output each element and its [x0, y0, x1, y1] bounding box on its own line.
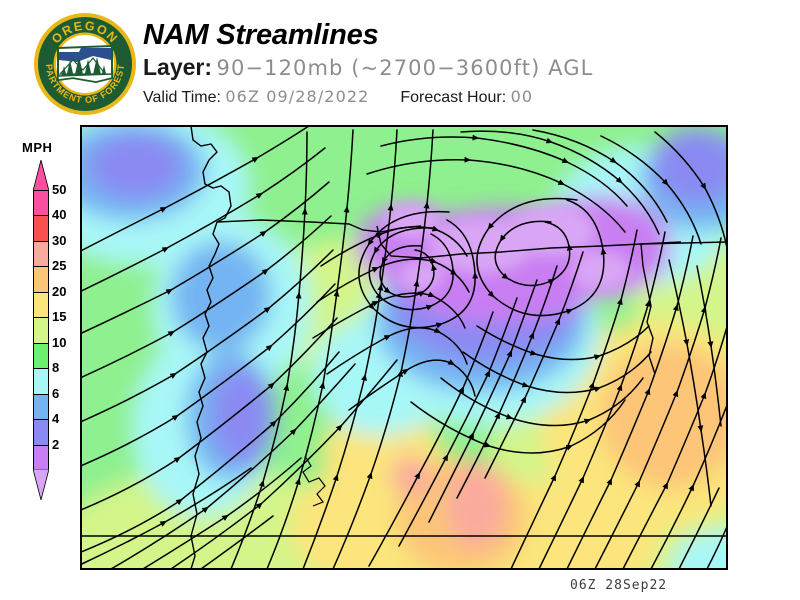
colorbar-band: [34, 318, 48, 344]
colorbar-band: [34, 369, 48, 395]
colorbar-band: [34, 394, 48, 421]
valid-time-label: Valid Time:: [143, 89, 221, 106]
colorbar-tick-label: 50: [52, 182, 67, 197]
colorbar-band: [34, 420, 48, 446]
colorbar-tick-label: 2: [52, 436, 60, 452]
streamline-map[interactable]: [80, 125, 728, 570]
colorbar-band: [34, 292, 48, 319]
colorbar-tick-label: 8: [52, 360, 60, 376]
colorbar-tick-label: 15: [52, 309, 67, 325]
colorbar-top-arrow-icon: [33, 160, 49, 191]
colorbar-tick-label: 10: [52, 334, 67, 350]
colorbar-tick-label: 4: [52, 411, 60, 427]
page-header: OREGON DEPARTMENT OF FORESTRY NAM Stream…: [0, 0, 800, 122]
colorbar-tick-label: 6: [52, 385, 60, 401]
colorbar-tick-label: 30: [52, 232, 67, 248]
colorbar-band: [34, 241, 48, 268]
map-canvas: [81, 126, 727, 569]
page-title: NAM Streamlines: [143, 19, 379, 51]
layer-value: 90−120mb (~2700−3600ft) AGL: [216, 56, 594, 80]
border-east-top: [640, 241, 727, 245]
title-block: NAM Streamlines Layer: 90−120mb (~2700−3…: [143, 18, 593, 108]
colorbar-bottom-arrow-icon: [33, 469, 49, 500]
layer-label: Layer:: [143, 54, 213, 80]
streamlines: [81, 126, 727, 569]
valid-time-value: 06Z 09/28/2022: [225, 87, 370, 106]
colorbar-band: [34, 216, 48, 242]
colorbar-tick-label: 25: [52, 258, 67, 274]
map-border: [81, 126, 727, 569]
colorbar-band: [34, 267, 48, 293]
colorbar-band: [34, 445, 48, 471]
colorbar-band: [34, 343, 48, 370]
map-timestamp-stamp: 06Z 28Sep22: [570, 578, 668, 593]
layer-line: Layer: 90−120mb (~2700−3600ft) AGL: [143, 54, 593, 84]
colorbar-band: [34, 191, 48, 217]
colorbar-tick-label: 40: [52, 207, 67, 223]
oregon-dept-forestry-logo: OREGON DEPARTMENT OF FORESTRY: [33, 12, 137, 116]
colorbar-body: 50 40 30 25 20 15 10 8 6 4 2: [33, 160, 78, 500]
colorbar-tick-label: 20: [52, 283, 67, 299]
wind-speed-colorbar: MPH 50 40 30 25 20 15 10 8 6 4 2: [10, 138, 78, 518]
colorbar-units-label: MPH: [22, 140, 53, 155]
logo-seal-icon: OREGON DEPARTMENT OF FORESTRY: [33, 12, 136, 115]
colorbar-bands: [33, 190, 49, 471]
forecast-hour-label: Forecast Hour:: [400, 89, 507, 106]
forecast-hour-value: 00: [510, 87, 534, 106]
valid-time-line: Valid Time: 06Z 09/28/2022 Forecast Hour…: [143, 87, 593, 108]
